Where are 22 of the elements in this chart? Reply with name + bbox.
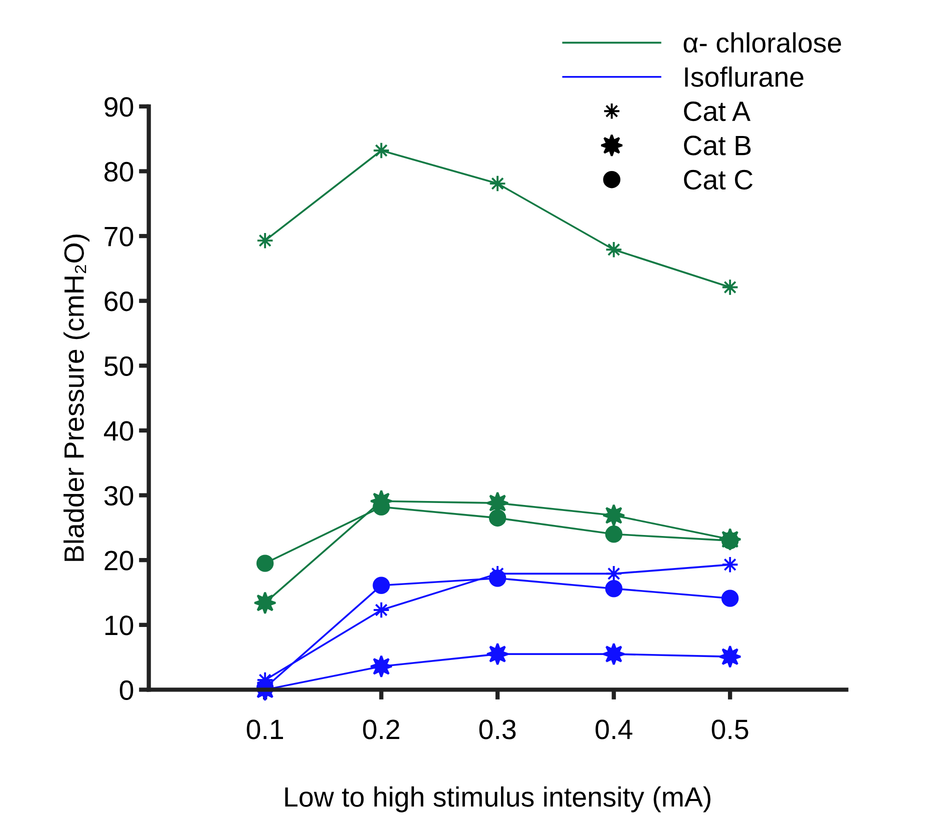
y-tick-label: 20: [104, 550, 134, 570]
y-tick-label: 50: [104, 356, 134, 376]
legend-label: Cat A: [684, 101, 750, 122]
x-tick-label: 0.5: [712, 720, 748, 740]
y-tick-label: 30: [104, 486, 134, 506]
legend-label: α- chloralose: [684, 32, 841, 53]
x-axis-title: Low to high stimulus intensity (mA): [285, 786, 710, 812]
x-tick-label: 0.4: [596, 720, 632, 740]
y-tick-label: 70: [104, 226, 134, 246]
legend-label: Cat B: [684, 136, 751, 156]
y-tick-label: 80: [104, 162, 134, 182]
y-tick-label: 0: [120, 680, 134, 700]
y-axis-title: Bladder Pressure (cmH₂O): [64, 234, 90, 561]
y-tick-label: 10: [105, 616, 134, 636]
legend-label: Cat C: [684, 170, 753, 190]
legend-label: Isoflurane: [685, 66, 804, 87]
x-tick-label: 0.3: [479, 720, 516, 740]
x-tick-label: 0.1: [246, 720, 284, 740]
y-tick-label: 60: [104, 292, 134, 312]
x-tick-label: 0.2: [363, 720, 400, 740]
y-tick-label: 40: [104, 421, 134, 441]
y-tick-label: 90: [104, 97, 134, 117]
